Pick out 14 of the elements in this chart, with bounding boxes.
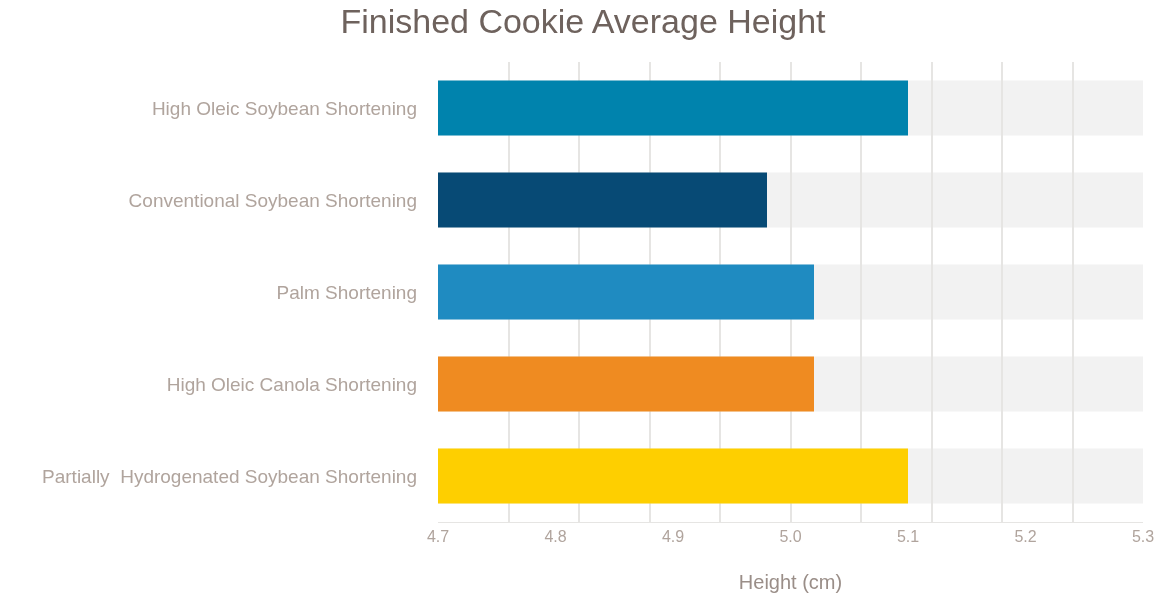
x-tick-label: 5.3: [1131, 528, 1155, 546]
x-tick-label: 5.1: [896, 528, 920, 546]
x-axis-title: Height (cm): [738, 570, 843, 593]
y-tick-label: Palm Shortening: [276, 281, 417, 303]
x-tick-label: 5.0: [779, 528, 802, 546]
y-tick-label: High Oleic Soybean Shortening: [151, 97, 417, 119]
y-tick-label: Partially Hydrogenated Soybean Shortening: [42, 465, 417, 487]
y-tick-label: Conventional Soybean Shortening: [128, 189, 417, 211]
x-tick-label: 4.9: [661, 528, 685, 546]
x-tick-label: 5.2: [1014, 528, 1037, 546]
x-tick-label: 4.7: [426, 528, 450, 546]
x-tick-label: 4.8: [544, 528, 567, 546]
y-tick-label: High Oleic Canola Shortening: [166, 373, 417, 395]
chart-title: Finished Cookie Average Height: [340, 2, 827, 41]
